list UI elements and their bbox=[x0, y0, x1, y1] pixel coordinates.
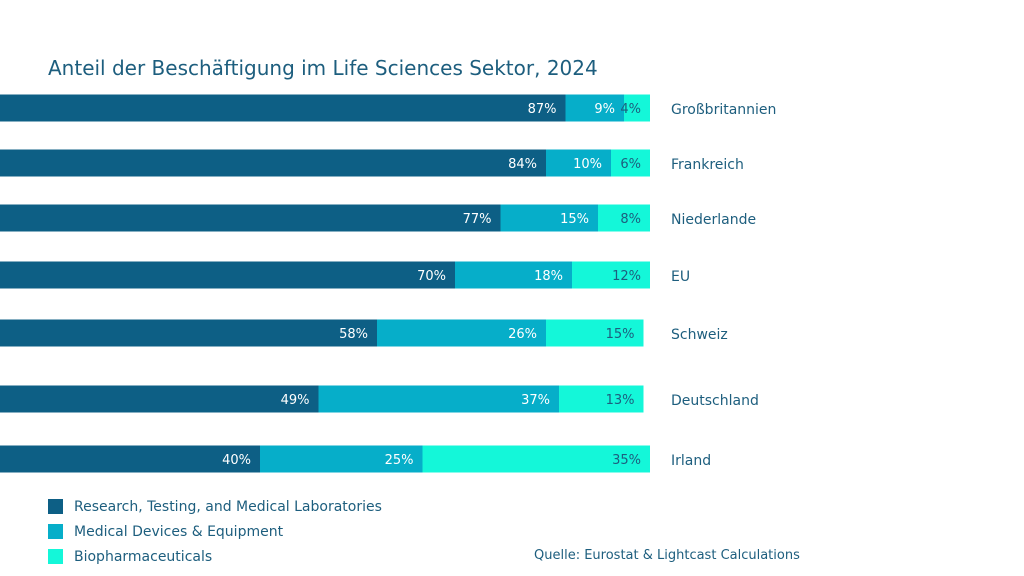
chart-title: Anteil der Beschäftigung im Life Science… bbox=[48, 56, 598, 80]
legend-label-medical-devices: Medical Devices & Equipment bbox=[74, 523, 284, 540]
bar-grossbritannien-series-2 bbox=[565, 94, 624, 122]
bar-frankreich-series-3 bbox=[611, 149, 650, 177]
legend-swatch-medical-devices bbox=[48, 524, 63, 539]
category-label-grossbritannien: Großbritannien bbox=[671, 102, 776, 118]
bar-eu-series-1 bbox=[0, 261, 455, 289]
bar-frankreich-series-1 bbox=[0, 149, 546, 177]
bar-schweiz-series-2 bbox=[377, 319, 546, 347]
legend-swatch-research bbox=[48, 499, 63, 514]
category-label-schweiz: Schweiz bbox=[671, 327, 728, 343]
bar-eu-series-2 bbox=[455, 261, 572, 289]
category-label-frankreich: Frankreich bbox=[671, 157, 744, 173]
data-label-deutschland-series-3: 13% bbox=[606, 393, 635, 408]
bar-frankreich-series-2 bbox=[546, 149, 611, 177]
legend: Research, Testing, and Medical Laborator… bbox=[48, 494, 382, 569]
data-label-grossbritannien-series-2: 9% bbox=[594, 102, 615, 117]
data-label-irland-series-2: 25% bbox=[385, 453, 414, 468]
data-label-eu-series-3: 12% bbox=[612, 269, 641, 284]
data-label-deutschland-series-2: 37% bbox=[521, 393, 550, 408]
data-label-deutschland-series-1: 49% bbox=[281, 393, 310, 408]
bar-niederlande-series-3 bbox=[598, 204, 650, 232]
data-label-frankreich-series-2: 10% bbox=[573, 157, 602, 172]
legend-item-medical-devices: Medical Devices & Equipment bbox=[48, 519, 382, 544]
data-label-schweiz-series-2: 26% bbox=[508, 327, 537, 342]
bar-deutschland-series-2 bbox=[318, 385, 559, 413]
data-label-niederlande-series-3: 8% bbox=[620, 212, 641, 227]
data-label-eu-series-1: 70% bbox=[417, 269, 446, 284]
data-label-frankreich-series-1: 84% bbox=[508, 157, 537, 172]
legend-item-research: Research, Testing, and Medical Laborator… bbox=[48, 494, 382, 519]
data-label-grossbritannien-series-1: 87% bbox=[528, 102, 557, 117]
data-label-frankreich-series-3: 6% bbox=[620, 157, 641, 172]
bar-niederlande-series-2 bbox=[500, 204, 598, 232]
data-label-schweiz-series-3: 15% bbox=[606, 327, 635, 342]
category-label-eu: EU bbox=[671, 269, 690, 285]
bar-schweiz-series-1 bbox=[0, 319, 377, 347]
bar-irland-series-2 bbox=[260, 445, 423, 473]
bar-grossbritannien-series-1 bbox=[0, 94, 566, 122]
bar-deutschland-series-3 bbox=[559, 385, 644, 413]
data-label-niederlande-series-1: 77% bbox=[463, 212, 492, 227]
data-label-eu-series-2: 18% bbox=[534, 269, 563, 284]
data-label-schweiz-series-1: 58% bbox=[339, 327, 368, 342]
bar-irland-series-3 bbox=[422, 445, 650, 473]
legend-label-research: Research, Testing, and Medical Laborator… bbox=[74, 498, 382, 515]
bar-schweiz-series-3 bbox=[546, 319, 644, 347]
bar-niederlande-series-1 bbox=[0, 204, 501, 232]
bar-deutschland-series-1 bbox=[0, 385, 319, 413]
data-label-niederlande-series-2: 15% bbox=[560, 212, 589, 227]
bar-irland-series-1 bbox=[0, 445, 260, 473]
data-label-grossbritannien-series-3: 4% bbox=[620, 102, 641, 117]
data-label-irland-series-3: 35% bbox=[612, 453, 641, 468]
legend-item-biopharmaceuticals: Biopharmaceuticals bbox=[48, 544, 382, 569]
data-label-irland-series-1: 40% bbox=[222, 453, 251, 468]
source-note: Quelle: Eurostat & Lightcast Calculation… bbox=[534, 548, 800, 563]
category-label-irland: Irland bbox=[671, 453, 711, 469]
category-label-niederlande: Niederlande bbox=[671, 212, 756, 228]
legend-label-biopharmaceuticals: Biopharmaceuticals bbox=[74, 548, 213, 565]
category-label-deutschland: Deutschland bbox=[671, 393, 759, 409]
bar-eu-series-3 bbox=[572, 261, 650, 289]
legend-swatch-biopharmaceuticals bbox=[48, 549, 63, 564]
bar-grossbritannien-series-3 bbox=[624, 94, 650, 122]
